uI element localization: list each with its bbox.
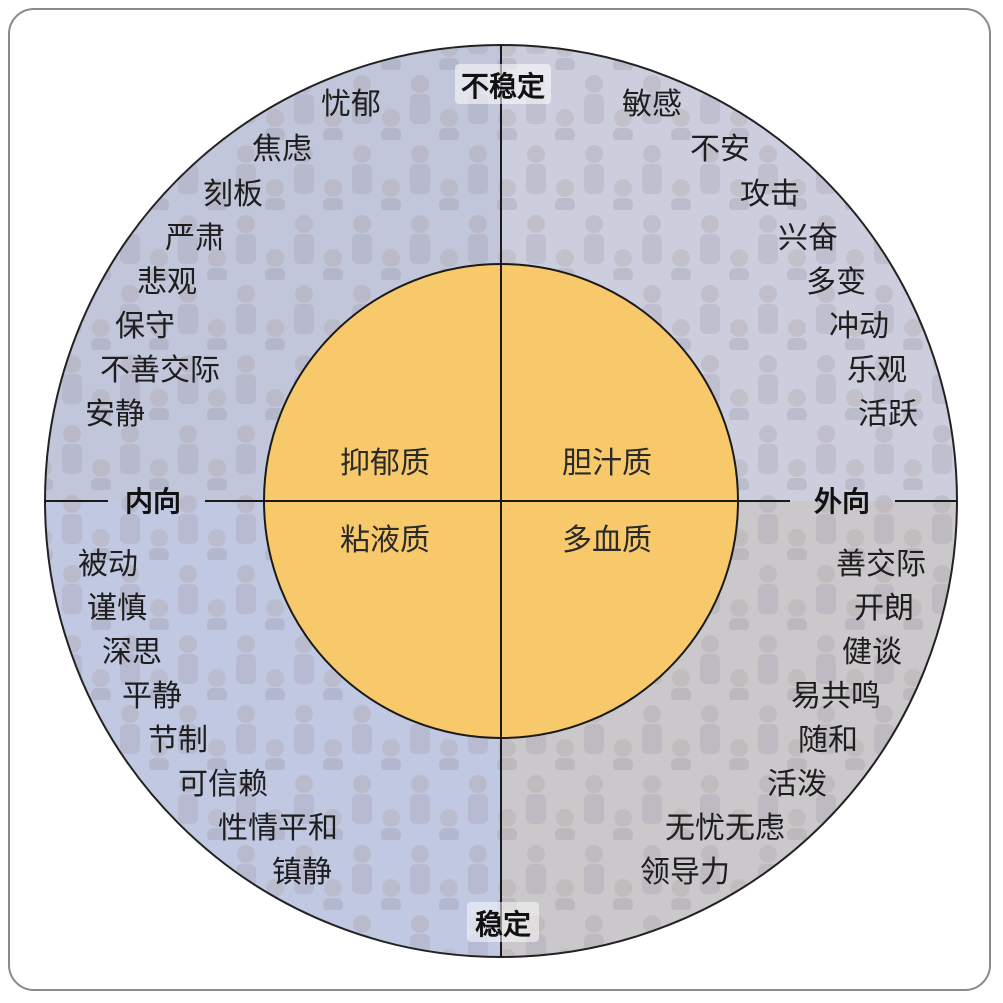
trait-label: 保守 bbox=[115, 309, 175, 344]
axis-label-introvert: 内向 bbox=[125, 485, 181, 518]
trait-label: 攻击 bbox=[740, 177, 800, 212]
trait-label: 冲动 bbox=[829, 309, 889, 344]
trait-label: 可信赖 bbox=[178, 767, 268, 802]
traits-bottom-right: 善交际 开朗 健谈 易共鸣 随和 活泼 无忧无虑 领导力 bbox=[640, 547, 926, 890]
trait-label: 安静 bbox=[85, 397, 145, 432]
trait-label: 乐观 bbox=[847, 353, 907, 388]
trait-label: 镇静 bbox=[272, 855, 332, 890]
trait-label: 活泼 bbox=[767, 767, 827, 802]
trait-label: 忧郁 bbox=[321, 87, 381, 122]
trait-label: 易共鸣 bbox=[791, 679, 881, 714]
trait-label: 刻板 bbox=[203, 177, 263, 212]
trait-label: 严肃 bbox=[165, 221, 225, 256]
trait-label: 健谈 bbox=[842, 635, 902, 670]
trait-label: 节制 bbox=[148, 723, 208, 758]
trait-label: 活跃 bbox=[858, 397, 918, 432]
trait-label: 领导力 bbox=[640, 855, 730, 890]
temperament-sanguine: 多血质 bbox=[562, 523, 652, 558]
trait-label: 焦虑 bbox=[252, 132, 312, 167]
traits-bottom-left: 被动 谨慎 深思 平静 节制 可信赖 性情平和 镇静 bbox=[78, 547, 338, 890]
trait-label: 无忧无虑 bbox=[665, 811, 785, 846]
trait-label: 善交际 bbox=[836, 547, 926, 582]
trait-label: 多变 bbox=[806, 265, 866, 300]
trait-label: 谨慎 bbox=[87, 591, 147, 626]
trait-label: 深思 bbox=[102, 635, 162, 670]
axis-label-stable: 稳定 bbox=[475, 908, 531, 941]
temperament-melancholic: 抑郁质 bbox=[340, 446, 430, 481]
trait-label: 不安 bbox=[690, 132, 750, 167]
axis-label-unstable: 不稳定 bbox=[461, 70, 545, 103]
temperament-phlegmatic: 粘液质 bbox=[340, 523, 430, 558]
trait-label: 平静 bbox=[122, 679, 182, 714]
traits-top-left: 忧郁 焦虑 刻板 严肃 悲观 保守 不善交际 安静 bbox=[85, 87, 381, 432]
trait-label: 被动 bbox=[78, 547, 138, 582]
trait-label: 开朗 bbox=[854, 591, 914, 626]
axis-label-extravert: 外向 bbox=[814, 485, 870, 518]
trait-label: 敏感 bbox=[622, 87, 682, 122]
trait-label: 不善交际 bbox=[100, 353, 220, 388]
trait-label: 性情平和 bbox=[218, 811, 338, 846]
traits-top-right: 敏感 不安 攻击 兴奋 多变 冲动 乐观 活跃 bbox=[622, 87, 918, 432]
trait-label: 随和 bbox=[798, 723, 858, 758]
trait-label: 悲观 bbox=[137, 265, 197, 300]
trait-label: 兴奋 bbox=[778, 221, 838, 256]
temperament-choleric: 胆汁质 bbox=[562, 446, 652, 481]
